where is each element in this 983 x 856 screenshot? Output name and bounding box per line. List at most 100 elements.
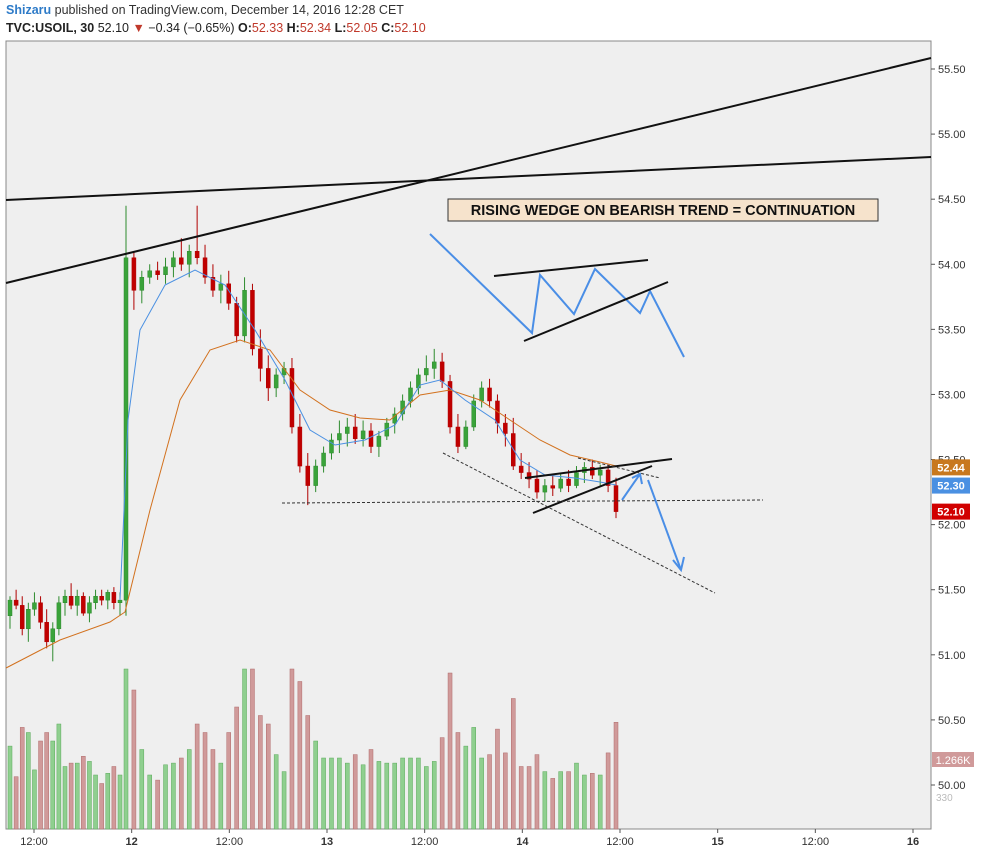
volume-bar [534,754,540,830]
candle-body [297,426,303,467]
volume-bar [376,761,382,830]
volume-bar [297,681,303,830]
candle-body [368,430,374,447]
candle-body [19,605,25,630]
volume-bar [605,752,611,830]
candle-body [131,257,137,291]
author-link[interactable]: Shizaru [6,3,52,17]
price-change: −0.34 (−0.65%) [148,21,235,35]
forecast-up-arrow [621,473,641,501]
channel-dashed-line [442,452,716,594]
candle-body [273,374,279,389]
volume-bar [566,771,571,830]
candle-body [337,433,342,441]
volume-bar [590,773,595,830]
candle-body [13,599,19,606]
candle-body [194,251,200,259]
candle-body [447,381,453,428]
volume-bar [171,762,176,830]
volume-bar [360,764,366,830]
volume-bar [179,757,184,830]
candle-body [139,277,145,291]
price-label-text: 52.44 [937,462,965,474]
volume-bar [495,728,500,830]
volume-bar [202,732,208,830]
volume-bar [147,774,152,830]
volume-bar [305,715,311,830]
volume-bar [99,783,104,830]
wedge-upper-line [524,458,673,479]
candle-body [479,387,484,402]
volume-bar [74,762,80,830]
candle-body [605,469,611,486]
volume-bar [281,771,287,830]
volume-bar [431,761,437,830]
volume-bar [511,698,516,830]
volume-bar [117,774,123,830]
volume-bar [139,749,145,830]
volume-label-bg [932,752,974,767]
volume-bar [242,668,247,830]
high-label: H: [286,21,300,35]
low-value: 52.05 [346,21,378,35]
volume-bar [345,762,350,830]
candle-body [542,485,548,493]
x-tick-label: 13 [321,836,333,848]
volume-bar [337,757,342,830]
volume-bar [487,754,492,830]
low-label: L: [334,21,347,35]
volume-bar [19,727,25,830]
top-dashed-line [577,457,661,479]
trendline-rising [5,57,932,284]
candle-body [218,283,224,291]
volume-bar [424,766,429,830]
candle-body [321,452,326,467]
volume-bar [518,766,524,830]
candle-body [471,400,476,428]
volume-bar [210,749,216,830]
candle-body [313,465,318,486]
candle-body [32,602,37,610]
y-tick-label: 53.00 [938,389,966,401]
volume-bar [273,754,279,830]
volume-bar [163,764,168,830]
candle-body [81,595,86,614]
candle-body [360,430,366,439]
price-label-bg [932,477,970,494]
candle-body [26,609,31,630]
volume-bar [194,723,200,830]
candle-body [463,426,469,447]
volume-bar [226,732,231,830]
y-tick-label: 55.00 [938,129,966,141]
candle-body [99,595,104,601]
symbol-name[interactable]: TVC:USOIL, 30 [6,21,95,35]
candle-body [574,472,579,486]
y-tick-label: 50.00 [938,780,966,792]
candle-body [111,592,117,603]
annotation-box [447,198,879,222]
candle-body [392,413,397,424]
volume-bar [368,749,374,830]
candle-body [613,485,619,512]
volume-bar [81,756,86,830]
volume-bar [408,757,413,830]
volume-label-text: 1.266K [936,755,972,767]
candle-body [38,602,43,623]
price-label-text: 52.10 [937,507,965,519]
volume-bar [123,668,129,830]
support-dashed-line [281,499,764,504]
last-price: 52.10 [97,21,129,35]
volume-bar [68,762,74,830]
volume-bar [186,749,192,830]
candle-body [163,266,168,275]
x-tick-label: 12:00 [20,836,48,848]
candle-body [518,465,524,473]
y-tick-label: 51.50 [938,585,966,597]
volume-bar [131,689,137,830]
volume-bar [105,773,111,830]
candle-body [534,478,540,493]
candle-body [93,595,98,603]
candle-body [376,435,382,447]
trendline-horizontal [5,156,932,201]
